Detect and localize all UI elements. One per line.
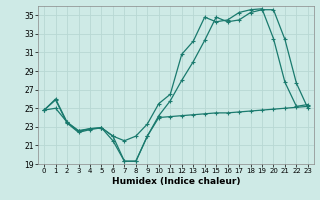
X-axis label: Humidex (Indice chaleur): Humidex (Indice chaleur) — [112, 177, 240, 186]
